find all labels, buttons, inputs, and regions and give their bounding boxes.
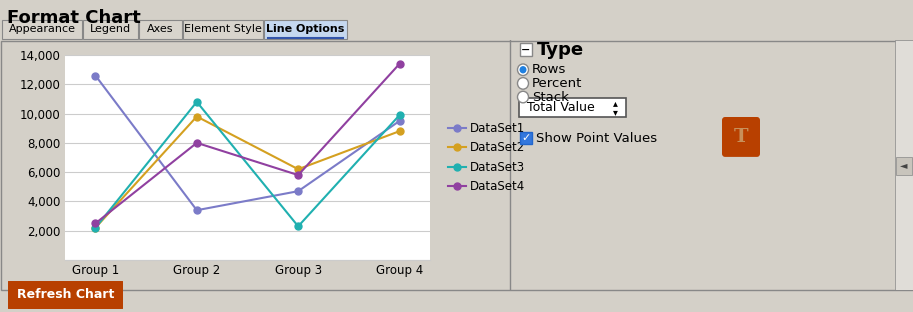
Text: Show Point Values: Show Point Values [536, 131, 657, 144]
Text: Type: Type [537, 41, 584, 59]
Bar [2, 20, 82, 39]
Bar [83, 20, 138, 39]
Text: Refresh Chart: Refresh Chart [16, 289, 114, 301]
Text: Legend: Legend [90, 24, 131, 34]
FancyBboxPatch shape [519, 98, 626, 117]
Text: ▴
▾: ▴ ▾ [613, 98, 617, 117]
Bar [139, 20, 182, 39]
Bar [520, 132, 532, 144]
Text: ✓: ✓ [521, 133, 530, 143]
Text: Axes: Axes [147, 24, 173, 34]
Text: Element Style: Element Style [184, 24, 262, 34]
Text: −: − [521, 45, 530, 55]
Bar [264, 20, 347, 39]
Text: Line Options: Line Options [267, 24, 345, 34]
Circle shape [518, 78, 529, 89]
Bar [895, 40, 913, 290]
FancyBboxPatch shape [5, 281, 126, 309]
Bar [183, 20, 263, 39]
Text: Format Chart: Format Chart [7, 9, 141, 27]
Legend: DataSet1, DataSet2, DataSet3, DataSet4: DataSet1, DataSet2, DataSet3, DataSet4 [443, 117, 530, 198]
FancyBboxPatch shape [722, 117, 760, 157]
Text: Stack: Stack [532, 90, 569, 104]
Circle shape [518, 64, 529, 76]
Circle shape [519, 66, 527, 73]
Bar [896, 157, 912, 175]
Text: Rows: Rows [532, 63, 566, 76]
Text: Appearance: Appearance [8, 24, 76, 34]
Text: Total Value: Total Value [527, 101, 594, 114]
Text: Percent: Percent [532, 77, 582, 90]
Text: ◄: ◄ [900, 160, 908, 170]
Bar [520, 43, 532, 56]
Circle shape [518, 91, 529, 103]
Text: T: T [734, 128, 749, 146]
